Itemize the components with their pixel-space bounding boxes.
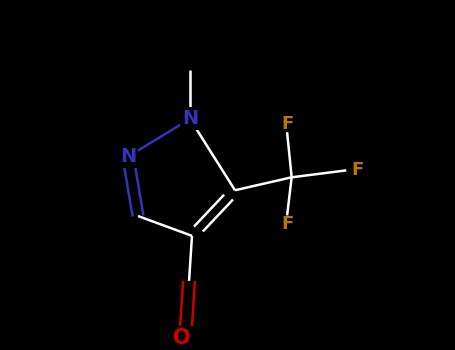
Text: F: F — [352, 161, 364, 179]
Text: F: F — [281, 114, 293, 133]
Text: N: N — [182, 110, 198, 128]
Text: N: N — [120, 147, 136, 166]
Text: F: F — [281, 215, 293, 233]
Text: O: O — [173, 328, 190, 348]
